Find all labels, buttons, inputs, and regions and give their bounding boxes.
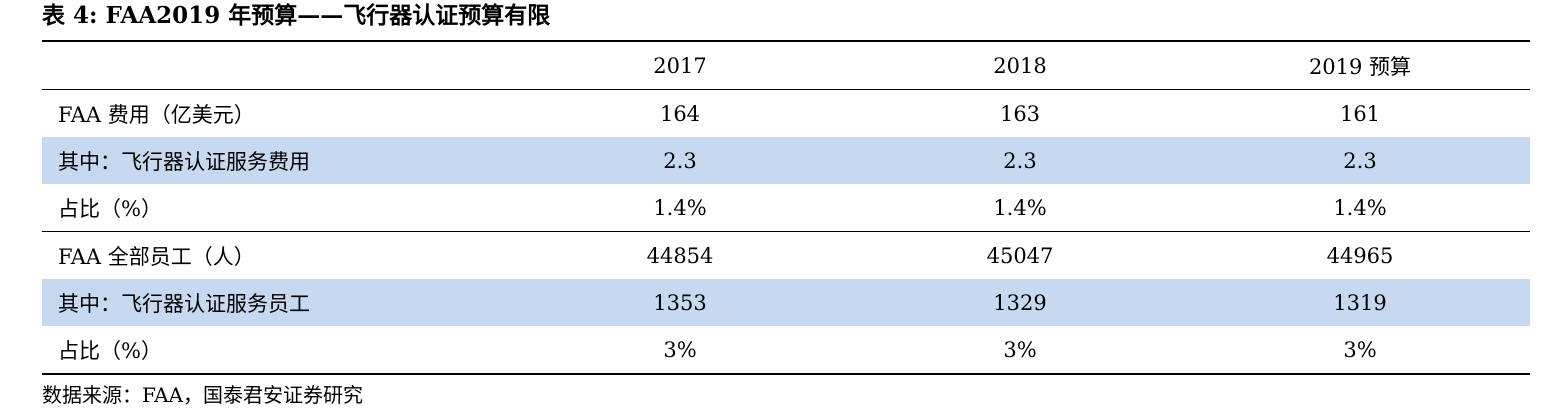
table-row: 其中：飞行器认证服务员工 1353 1329 1319 xyxy=(42,279,1530,326)
cell: 161 xyxy=(1339,101,1381,126)
cell: 3% xyxy=(1003,337,1037,362)
table-row: 占比（%） 3% 3% 3% xyxy=(42,326,1530,375)
cell: 1.4% xyxy=(993,195,1047,220)
table-row: 其中：飞行器认证服务费用 2.3 2.3 2.3 xyxy=(42,137,1530,184)
cell: 44854 xyxy=(646,243,714,268)
cell: 2.3 xyxy=(1003,148,1037,173)
cell: 163 xyxy=(999,101,1041,126)
row-label: 其中：飞行器认证服务费用 xyxy=(58,149,310,174)
cell: 45047 xyxy=(986,243,1054,268)
table-row: FAA 费用（亿美元） 164 163 161 xyxy=(42,90,1530,137)
column-header: 2018 xyxy=(993,53,1047,78)
row-label: FAA 全部员工（人） xyxy=(58,244,255,269)
cell: 3% xyxy=(1343,337,1377,362)
cell: 164 xyxy=(659,101,701,126)
cell: 1.4% xyxy=(1333,195,1387,220)
cell: 2.3 xyxy=(663,148,697,173)
cell: 2.3 xyxy=(1343,148,1377,173)
cell: 3% xyxy=(663,337,697,362)
row-label: 占比（%） xyxy=(58,196,162,221)
table-row: FAA 全部员工（人） 44854 45047 44965 xyxy=(42,231,1530,279)
column-header: 2017 xyxy=(653,53,707,78)
cell: 1353 xyxy=(653,290,707,315)
table: 2017 2018 2019 预算 FAA 费用（亿美元） 164 163 161 其中… xyxy=(42,40,1530,375)
row-label: 占比（%） xyxy=(58,338,162,363)
cell: 44965 xyxy=(1326,243,1394,268)
row-label: FAA 费用（亿美元） xyxy=(58,102,255,127)
cell: 1329 xyxy=(993,290,1047,315)
source-note: 数据来源：FAA，国泰君安证券研究 xyxy=(42,383,364,407)
row-label: 其中：飞行器认证服务员工 xyxy=(58,291,310,316)
cell: 1.4% xyxy=(653,195,707,220)
table-title: 表 4: FAA2019 年预算——飞行器认证预算有限 xyxy=(42,2,551,29)
column-header: 2019 预算 xyxy=(1308,54,1412,79)
table-row: 占比（%） 1.4% 1.4% 1.4% xyxy=(42,184,1530,231)
cell: 1319 xyxy=(1333,290,1387,315)
header-row: 2017 2018 2019 预算 xyxy=(42,40,1530,90)
